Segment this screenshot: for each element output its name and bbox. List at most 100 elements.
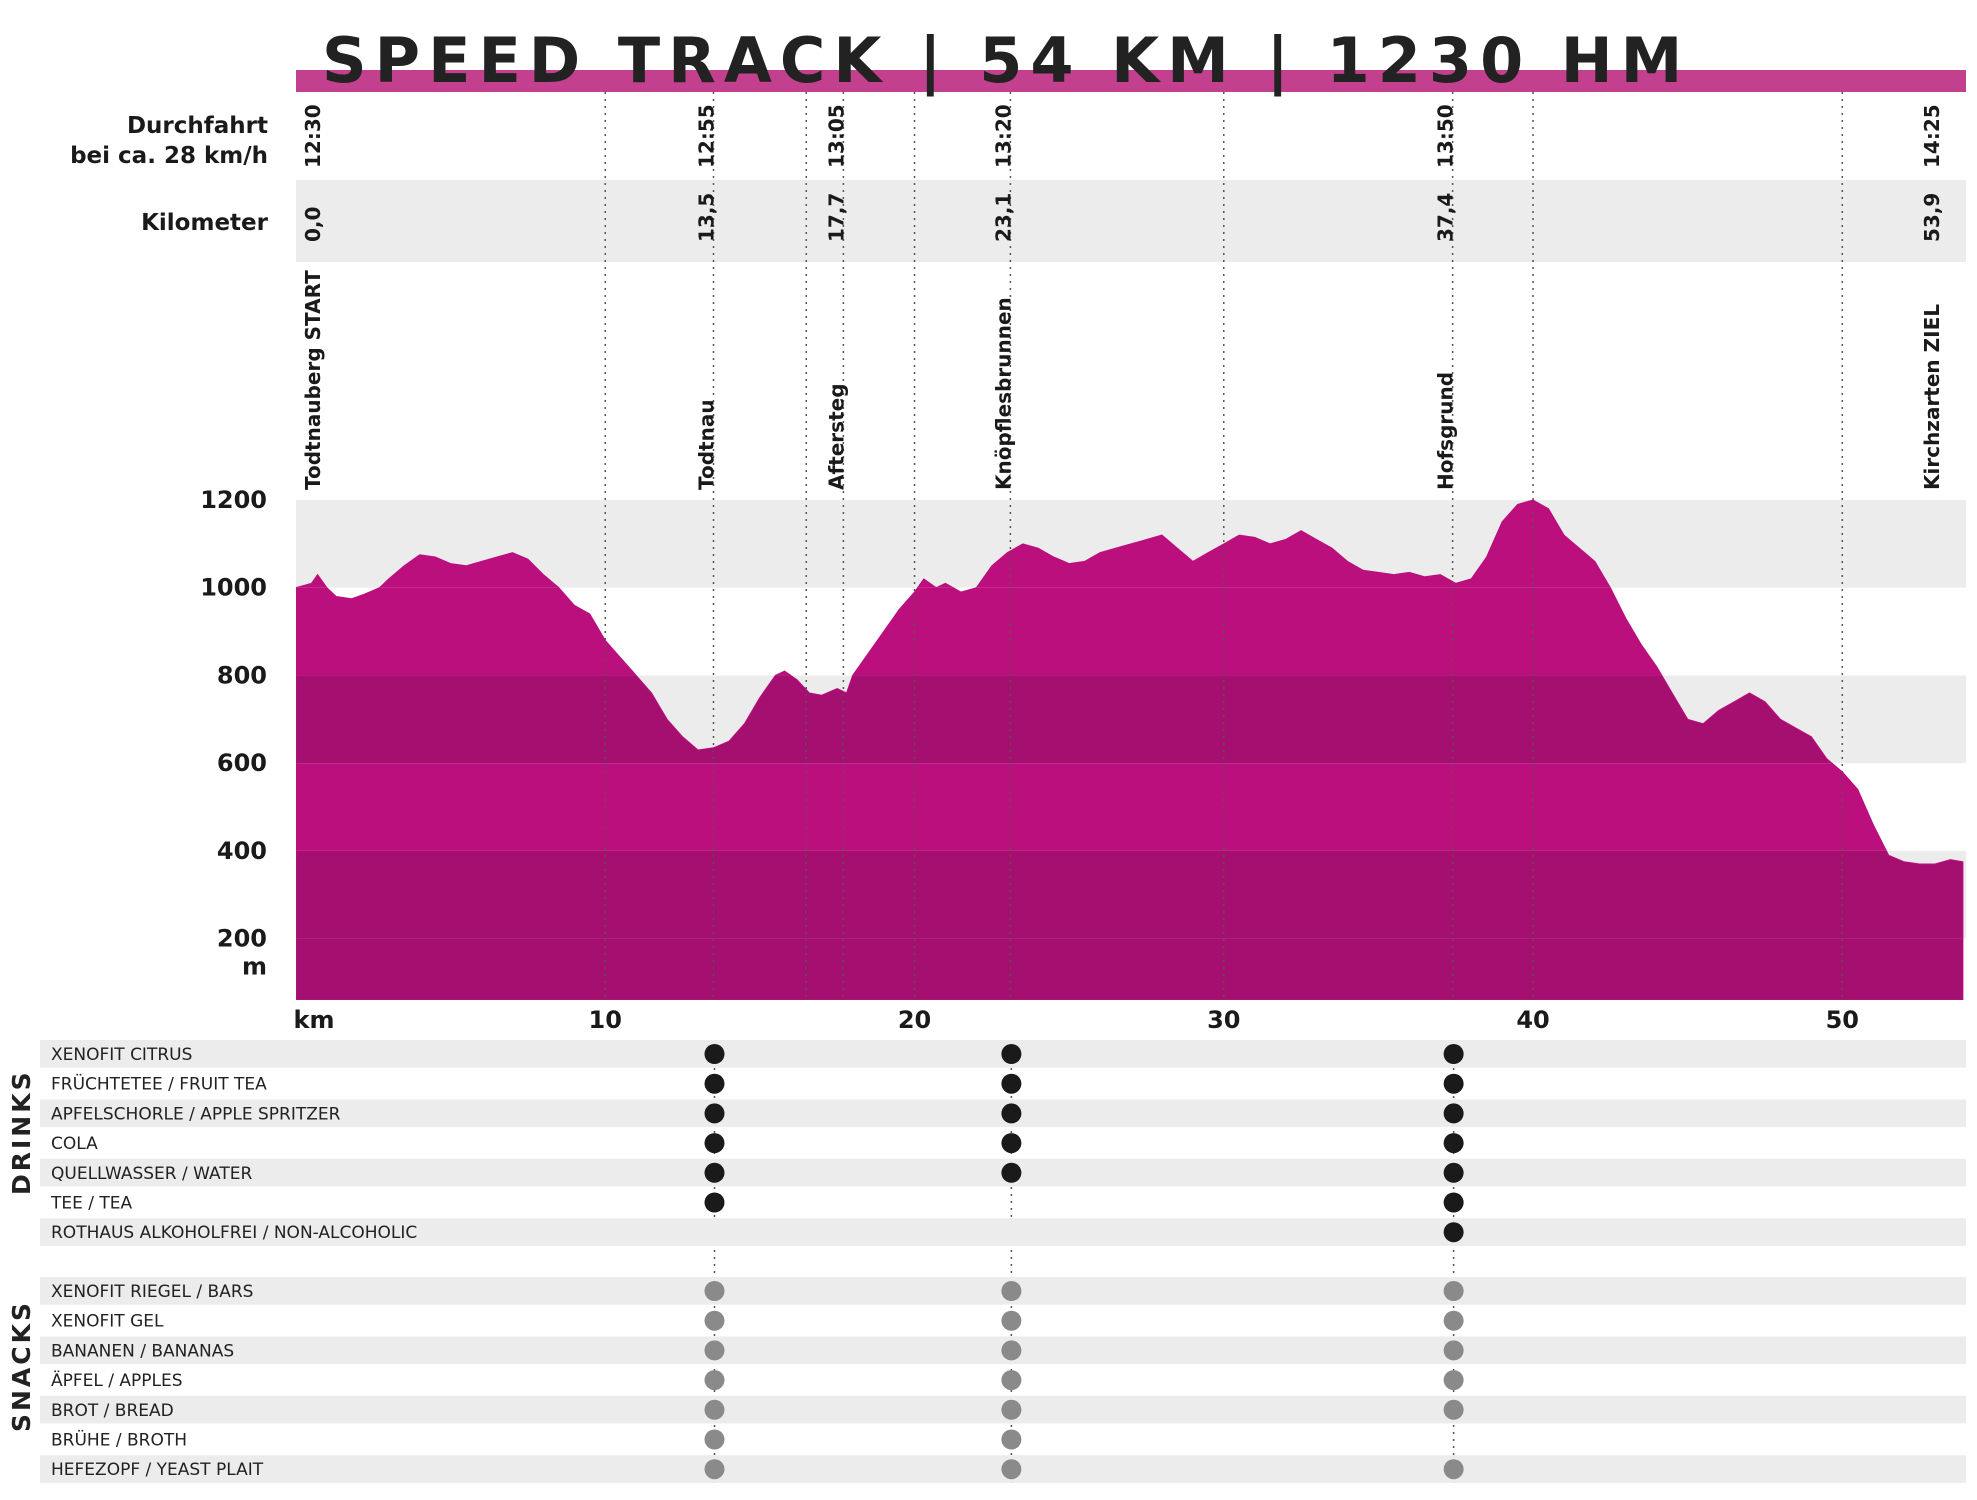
drinks-row-bg-6 (40, 1218, 1966, 1246)
snacks-dot-0-1 (1001, 1281, 1022, 1301)
station-time-2: 13:05 (824, 104, 848, 168)
station-name-3: Knöpflesbrunnen (991, 297, 1015, 490)
station-km-5: 53,9 (1920, 193, 1944, 242)
y-axis: 200 400 600 800 1000 1200 m (200, 486, 267, 981)
drinks-item-label-4: QUELLWASSER / WATER (51, 1164, 252, 1184)
station-time-4: 13:50 (1434, 104, 1458, 168)
station-name-5: Kirchzarten ZIEL (1920, 304, 1944, 490)
x-tick-label-0: 10 (589, 1006, 622, 1034)
station-km-0: 0,0 (301, 207, 325, 242)
area-band-1 (296, 587, 1963, 676)
snacks-dot-3-2 (1443, 1370, 1464, 1391)
snacks-dot-0-0 (704, 1281, 725, 1301)
y-tick-label-3: 800 (217, 661, 267, 689)
station-header: 12:30 0,0 Todtnauberg START 12:55 13,5 Todtna… (301, 104, 1944, 490)
km-row-band (296, 180, 1966, 262)
snacks-dot-6-2 (1443, 1459, 1464, 1480)
snacks-dot-1-1 (1001, 1310, 1022, 1331)
drinks-dot-5-2 (1443, 1192, 1464, 1213)
snacks-dot-5-1 (1001, 1429, 1022, 1450)
drinks-dot-0-1 (1001, 1044, 1022, 1064)
snacks-dot-3-0 (704, 1370, 725, 1391)
station-time-0: 12:30 (301, 104, 325, 168)
station-time-3: 13:20 (991, 104, 1015, 168)
station-km-2: 17,7 (824, 193, 848, 242)
station-km-4: 37,4 (1434, 193, 1458, 242)
x-tick-label-3: 40 (1516, 1006, 1549, 1034)
snacks-dot-4-1 (1001, 1399, 1022, 1420)
station-time-5: 14:25 (1920, 104, 1944, 168)
drinks-dot-3-0 (704, 1133, 725, 1154)
drinks-item-label-0: XENOFIT CITRUS (51, 1045, 192, 1065)
station-name-4: Hofsgrund (1434, 372, 1458, 490)
x-axis: km 10 20 30 40 50 (294, 1006, 1859, 1034)
station-name-0: Todtnauberg START (301, 270, 325, 490)
time-row-label-line1: Durchfahrt (127, 113, 268, 139)
drinks-dot-2-1 (1001, 1103, 1022, 1124)
y-tick-label-0: 200 (217, 925, 267, 953)
drinks-dot-2-2 (1443, 1103, 1464, 1124)
snacks-dot-1-0 (704, 1310, 725, 1331)
drinks-dot-5-0 (704, 1192, 725, 1213)
snacks-item-label-1: XENOFIT GEL (51, 1312, 164, 1332)
time-row-label-line2: bei ca. 28 km/h (70, 143, 268, 169)
drinks-dot-4-0 (704, 1162, 725, 1183)
drinks-dot-2-0 (704, 1103, 725, 1124)
drinks-dot-0-2 (1443, 1044, 1464, 1064)
snacks-dot-4-0 (704, 1399, 725, 1420)
x-tick-label-4: 50 (1826, 1006, 1859, 1034)
elevation-outline (296, 499, 1964, 1000)
drinks-item-label-3: COLA (51, 1134, 98, 1154)
station-time-1: 12:55 (695, 104, 719, 168)
title-accent-bar (296, 70, 1966, 92)
area-band-4 (296, 850, 1963, 939)
drinks-dot-4-2 (1443, 1162, 1464, 1183)
x-tick-label-1: 20 (898, 1006, 931, 1034)
snacks-dot-6-1 (1001, 1459, 1022, 1480)
drinks-dot-3-1 (1001, 1133, 1022, 1154)
x-tick-label-2: 30 (1207, 1006, 1240, 1034)
station-lines (712, 92, 1454, 1000)
snacks-dot-2-0 (704, 1340, 725, 1361)
snacks-dot-2-1 (1001, 1340, 1022, 1361)
aid-station-table: XENOFIT CITRUS FRÜCHTETEE / FRUIT TEA APFE… (7, 1040, 1966, 1485)
x-axis-unit: km (294, 1006, 335, 1034)
area-band-3 (296, 763, 1963, 851)
snacks-item-label-2: BANANEN / BANANAS (51, 1341, 234, 1361)
y-tick-label-4: 1000 (200, 574, 267, 602)
y-axis-unit: m (242, 953, 267, 981)
km-row-label: Kilometer (141, 210, 269, 236)
snacks-dot-3-1 (1001, 1370, 1022, 1391)
snacks-dot-5-0 (704, 1429, 725, 1450)
snacks-dot-1-2 (1443, 1310, 1464, 1331)
snacks-item-label-3: ÄPFEL / APPLES (51, 1370, 183, 1391)
drinks-dot-1-2 (1443, 1073, 1464, 1094)
snacks-group-label: SNACKS (7, 1300, 36, 1432)
drinks-item-label-5: TEE / TEA (50, 1194, 133, 1214)
snacks-item-label-4: BROT / BREAD (51, 1401, 174, 1421)
drinks-dot-3-2 (1443, 1133, 1464, 1154)
drinks-item-label-2: APFELSCHORLE / APPLE SPRITZER (51, 1104, 341, 1124)
snacks-item-label-6: HEFEZOPF / YEAST PLAIT (51, 1460, 264, 1480)
area-band-5 (296, 938, 1963, 1000)
y-tick-label-1: 400 (217, 837, 267, 865)
drinks-item-label-1: FRÜCHTETEE / FRUIT TEA (51, 1073, 267, 1095)
drinks-dot-1-0 (704, 1073, 725, 1094)
station-km-3: 23,1 (991, 193, 1015, 242)
y-tick-label-2: 600 (217, 749, 267, 777)
page-title: SPEED TRACK | 54 KM | 1230 HM (322, 24, 1690, 98)
drinks-group-label: DRINKS (7, 1069, 36, 1195)
drinks-dot-6-2 (1443, 1222, 1464, 1243)
snacks-item-label-5: BRÜHE / BROTH (51, 1429, 187, 1451)
station-km-1: 13,5 (695, 193, 719, 242)
snacks-item-label-0: XENOFIT RIEGEL / BARS (51, 1282, 253, 1302)
snacks-dot-4-2 (1443, 1399, 1464, 1420)
drinks-dot-4-1 (1001, 1162, 1022, 1183)
km-gridlines (604, 92, 1844, 1000)
snacks-dot-0-2 (1443, 1281, 1464, 1301)
y-tick-label-5: 1200 (200, 486, 267, 514)
drinks-item-label-6: ROTHAUS ALKOHOLFREI / NON-ALCOHOLIC (51, 1223, 417, 1243)
snacks-dot-2-2 (1443, 1340, 1464, 1361)
drinks-dot-0-0 (704, 1044, 725, 1064)
